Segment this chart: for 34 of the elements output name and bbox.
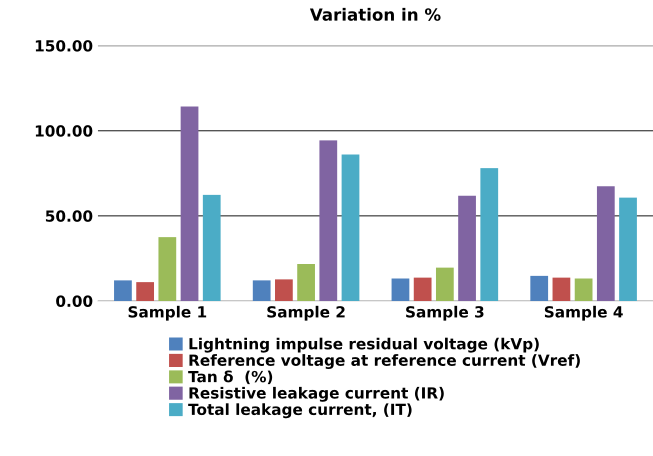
y-tick-label: 100.00: [36, 125, 92, 137]
bar: [530, 276, 548, 301]
bar: [158, 237, 176, 301]
bar: [202, 194, 221, 301]
bar: [180, 106, 198, 301]
legend-label: Resistive leakage current (IR): [189, 386, 444, 402]
bar: [619, 198, 637, 301]
legend-label: Total leakage current, (IT): [188, 403, 412, 418]
bar: [392, 278, 410, 301]
bar: [114, 280, 132, 301]
chart-title: Variation in %: [310, 8, 441, 21]
bar: [552, 278, 570, 301]
bar: [458, 196, 476, 301]
legend-label: Lightning impulse residual voltage (kVp): [189, 338, 539, 353]
x-tick-label: Sample 3: [406, 306, 484, 321]
y-tick-label: 50.00: [46, 210, 92, 222]
legend-label: Tan δ (%): [188, 370, 272, 384]
y-tick-label: 0.00: [56, 295, 92, 307]
x-tick-label: Sample 1: [128, 306, 206, 321]
bar: [480, 168, 498, 301]
bar: [596, 186, 615, 301]
bar: [574, 278, 592, 301]
x-tick-label: Sample 4: [544, 306, 623, 321]
bar: [436, 268, 454, 301]
legend-label: Reference voltage at reference current (Vref): [189, 354, 580, 370]
bar: [342, 154, 360, 301]
y-tick-label: 150.00: [36, 40, 92, 52]
bar: [275, 279, 293, 301]
x-tick-label: Sample 2: [267, 306, 345, 321]
bar: [136, 282, 154, 301]
bar: [414, 278, 432, 301]
bar: [297, 264, 315, 301]
bar: [252, 280, 271, 301]
bar: [319, 140, 338, 301]
